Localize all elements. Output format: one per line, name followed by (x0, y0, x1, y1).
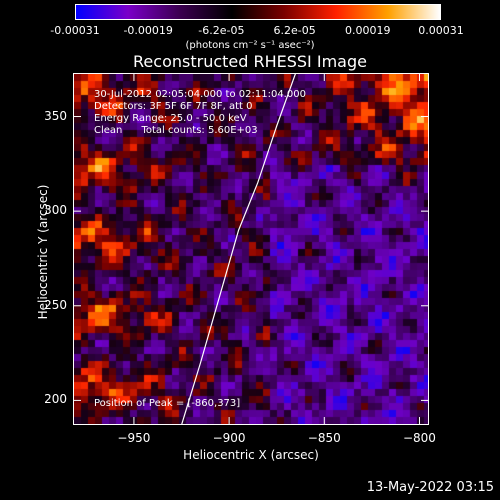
plot-overlay (181, 74, 296, 424)
colorbar-unit-label: (photons cm⁻² s⁻¹ asec⁻²) (185, 40, 315, 51)
colorbar-tick-label: -6.2e-05 (198, 24, 245, 37)
heatmap-image (74, 74, 428, 424)
colorbar-tick-label: -0.00019 (123, 24, 173, 37)
colorbar-tick-label: 6.2e-05 (273, 24, 316, 37)
y-tick-label: 350 (44, 108, 67, 123)
x-tick-label: −950 (117, 431, 151, 445)
colorbar-tick-label: 0.00019 (345, 24, 391, 37)
colorbar (75, 4, 441, 20)
footer-timestamp: 13-May-2022 03:15 (366, 480, 494, 495)
y-tick-label: 200 (44, 392, 67, 407)
info-energy-range: Energy Range: 25.0 - 50.0 keV (94, 113, 247, 124)
x-tick-label: −850 (307, 431, 341, 445)
chart-title: Reconstructed RHESSI Image (133, 52, 367, 71)
colorbar-tick-label: -0.00031 (50, 24, 100, 37)
info-peak-position: Position of Peak = [-860,373] (94, 398, 241, 409)
plot-area: 30-Jul-2012 02:05:04.000 to 02:11:04.000… (73, 73, 429, 425)
colorbar-tick-label: 0.00031 (418, 24, 464, 37)
y-tick-label: 250 (44, 297, 67, 312)
info-clean-counts: Clean Total counts: 5.60E+03 (94, 125, 258, 136)
solar-limb-curve (181, 74, 296, 424)
info-detectors: Detectors: 3F 5F 6F 7F 8F, att 0 (94, 101, 253, 112)
x-axis-label: Heliocentric X (arcsec) (183, 448, 319, 462)
y-tick-label: 300 (44, 203, 67, 218)
x-tick-label: −900 (212, 431, 246, 445)
x-tick-label: −800 (402, 431, 436, 445)
y-axis-label: Heliocentric Y (arcsec) (36, 184, 50, 320)
info-time-range: 30-Jul-2012 02:05:04.000 to 02:11:04.000 (94, 89, 306, 100)
